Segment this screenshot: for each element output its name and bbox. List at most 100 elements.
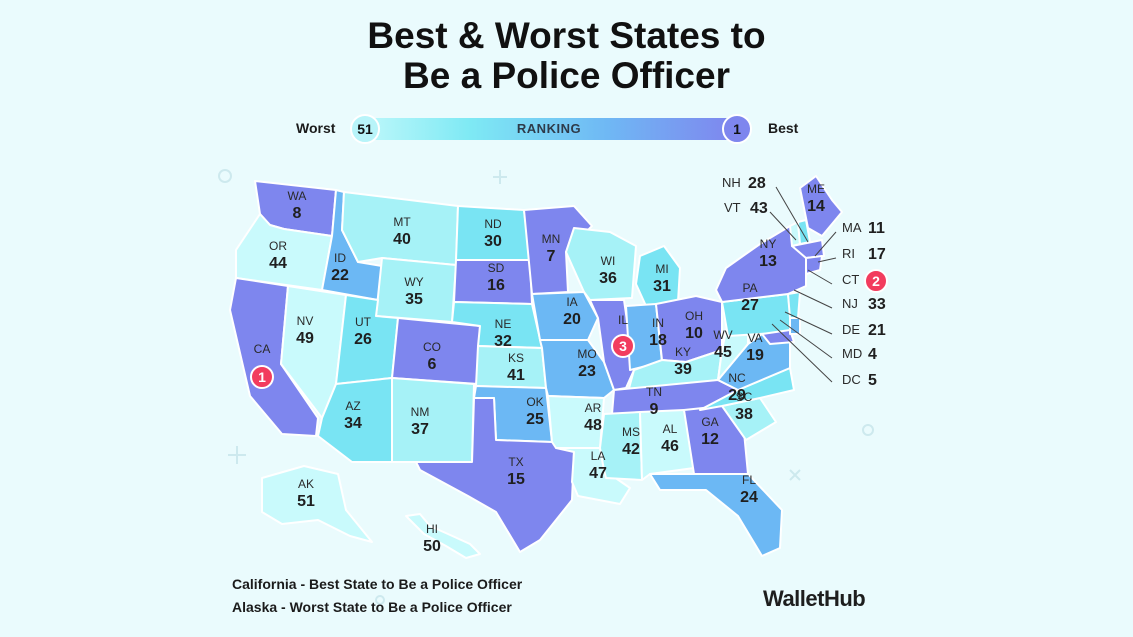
state-label-ut: UT 26 xyxy=(354,315,372,348)
state-label-il: IL 3 xyxy=(611,313,635,358)
state-abbr: PA xyxy=(742,281,757,295)
legend-bar-label: RANKING xyxy=(516,121,582,136)
callout-abbr: MD xyxy=(842,346,862,361)
callout-labels: NH 28 VT 43 MA 11 RI 17 CT 2 NJ 33 DE 21 MD 4 DC 5 xyxy=(722,175,888,389)
callout-vt: VT 43 xyxy=(724,200,768,217)
state-ia xyxy=(531,291,599,341)
state-label-ny: NY 13 xyxy=(759,237,777,270)
state-rank: 16 xyxy=(487,277,505,294)
legend-min-rank: 51 xyxy=(350,114,380,144)
state-label-ga: GA 12 xyxy=(701,415,719,448)
state-rank: 13 xyxy=(759,253,777,270)
state-abbr: MS xyxy=(622,425,640,439)
page-title: Best & Worst States to Be a Police Office… xyxy=(367,15,766,96)
callout-nh: NH 28 xyxy=(722,175,766,192)
state-abbr: OK xyxy=(526,395,543,409)
state-label-ks: KS 41 xyxy=(507,351,525,384)
top-rank-badge xyxy=(864,269,888,293)
state-rank: 19 xyxy=(746,347,764,364)
state-label-me: ME 14 xyxy=(807,182,825,215)
state-label-ms: MS 42 xyxy=(622,425,640,458)
state-abbr: UT xyxy=(355,315,372,329)
callout-de: DE 21 xyxy=(842,322,886,339)
state-rank: 10 xyxy=(685,325,703,342)
state-rank: 24 xyxy=(740,489,758,506)
legend-worst-label: Worst xyxy=(296,120,336,136)
callout-md: MD 4 xyxy=(842,346,877,363)
state-abbr: FL xyxy=(742,473,756,487)
state-abbr: MO xyxy=(577,347,596,361)
state-abbr: MN xyxy=(542,232,561,246)
state-abbr: VA xyxy=(747,331,762,345)
state-label-nc: NC 29 xyxy=(728,371,746,404)
state-abbr: OR xyxy=(269,239,287,253)
callout-rank: 17 xyxy=(868,246,886,263)
state-rank: 20 xyxy=(563,311,581,328)
state-tx xyxy=(415,397,575,553)
state-rank: 25 xyxy=(526,411,544,428)
state-abbr: AL xyxy=(663,422,678,436)
state-abbr: KS xyxy=(508,351,524,365)
state-rank: 23 xyxy=(578,363,596,380)
state-abbr: IA xyxy=(566,295,577,309)
state-rank: 44 xyxy=(269,255,287,272)
state-label-id: ID 22 xyxy=(331,251,349,284)
top-rank-badge xyxy=(250,365,274,389)
state-abbr: SC xyxy=(736,390,753,404)
callout-rank: 43 xyxy=(750,200,768,217)
state-label-la: LA 47 xyxy=(589,449,607,482)
state-label-ok: OK 25 xyxy=(526,395,544,428)
state-abbr: AZ xyxy=(345,399,360,413)
state-abbr: WA xyxy=(288,189,307,203)
footer-worst-note: Alaska - Worst State to Be a Police Offi… xyxy=(232,599,512,615)
state-label-mi: MI 31 xyxy=(653,262,671,295)
callout-abbr: NH xyxy=(722,175,741,190)
state-rank: 38 xyxy=(735,406,753,423)
state-abbr: TX xyxy=(508,455,523,469)
northeast-small-state xyxy=(789,317,801,335)
state-abbr: ID xyxy=(334,251,346,265)
state-label-mn: MN 7 xyxy=(542,232,561,265)
state-label-wy: WY 35 xyxy=(404,275,423,308)
state-abbr: NC xyxy=(728,371,746,385)
state-abbr: IL xyxy=(618,313,628,327)
state-rank: 37 xyxy=(411,421,429,438)
state-mi xyxy=(635,245,681,307)
state-abbr: WV xyxy=(713,328,732,342)
state-label-tx: TX 15 xyxy=(507,455,525,488)
state-label-co: CO 6 xyxy=(423,340,441,373)
state-label-mo: MO 23 xyxy=(577,347,596,380)
state-abbr: SD xyxy=(488,261,505,275)
state-label-or: OR 44 xyxy=(269,239,287,272)
state-abbr: HI xyxy=(426,522,438,536)
state-rank: 7 xyxy=(547,248,556,265)
callout-rank: 5 xyxy=(868,372,877,389)
state-abbr: LA xyxy=(591,449,606,463)
callout-abbr: DE xyxy=(842,322,860,337)
state-label-al: AL 46 xyxy=(661,422,679,455)
state-rank: 3 xyxy=(619,338,627,354)
callout-abbr: CT xyxy=(842,272,859,287)
northeast-small-state xyxy=(791,239,825,259)
callout-abbr: MA xyxy=(842,220,862,235)
state-label-oh: OH 10 xyxy=(685,309,703,342)
state-rank: 39 xyxy=(674,361,692,378)
state-label-mt: MT 40 xyxy=(393,215,411,248)
state-rank: 34 xyxy=(344,415,362,432)
state-rank: 8 xyxy=(293,205,302,222)
state-abbr: NE xyxy=(495,317,512,331)
callout-abbr: RI xyxy=(842,246,855,261)
state-label-ne: NE 32 xyxy=(494,317,512,350)
callout-nj: NJ 33 xyxy=(842,296,886,313)
state-abbr: TN xyxy=(646,385,662,399)
state-abbr: IN xyxy=(652,316,664,330)
northeast-small-state xyxy=(761,329,795,345)
callout-rank: 28 xyxy=(748,175,766,192)
state-label-nd: ND 30 xyxy=(484,217,502,250)
callout-abbr: NJ xyxy=(842,296,858,311)
state-rank: 45 xyxy=(714,344,732,361)
state-label-va: VA 19 xyxy=(746,331,764,364)
state-rank: 36 xyxy=(599,270,617,287)
ranking-legend: Worst RANKING 51 1 Best xyxy=(290,114,810,144)
